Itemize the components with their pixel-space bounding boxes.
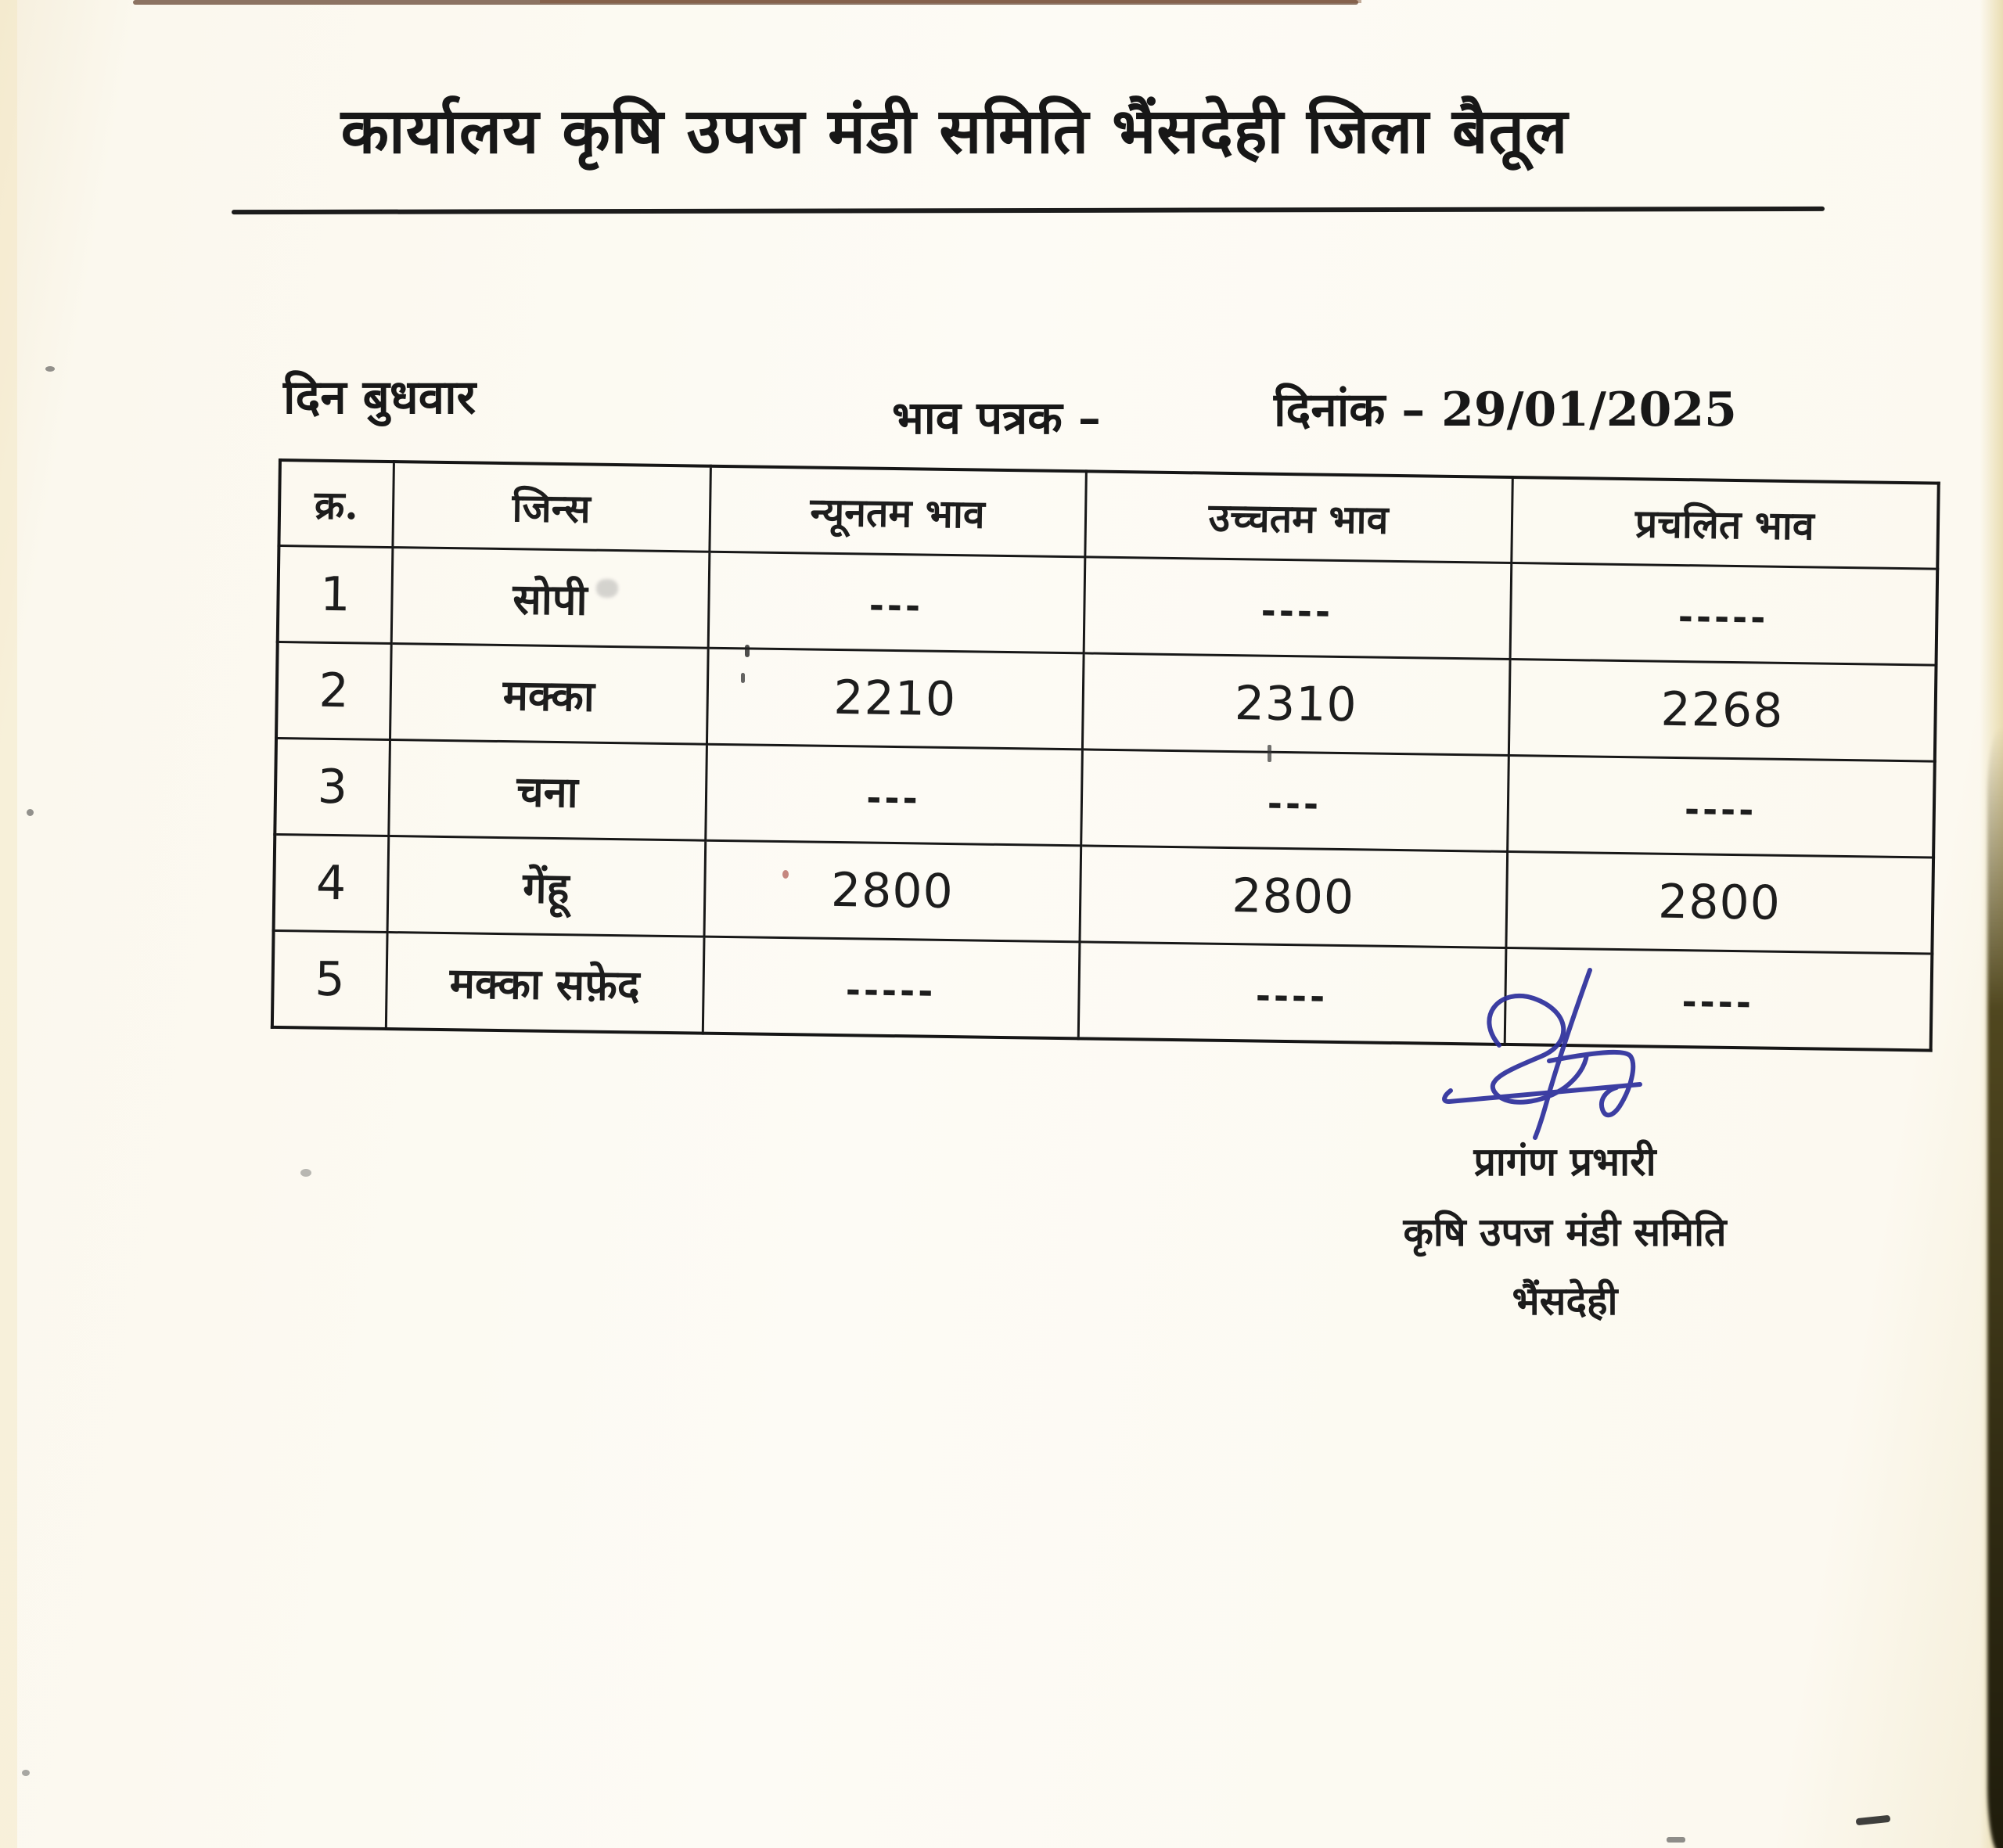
scan-artifact-top-edge	[540, 0, 1361, 3]
cell-sno: 4	[273, 834, 389, 933]
signatory-organization: कृषि उपज मंडी समिति	[1403, 1209, 1727, 1255]
cell-commodity: मक्का	[389, 643, 708, 745]
date-label: दिनांक – 29/01/2025	[1274, 383, 1737, 437]
signature-block: प्रागंण प्रभारी कृषि उपज मंडी समिति भैंस…	[1299, 967, 1831, 1321]
cell-commodity: मक्का सफ़ेद	[385, 932, 704, 1034]
scan-speck	[300, 1169, 311, 1177]
cell-prevailing: 2268	[1508, 659, 1936, 762]
cell-max: 2800	[1079, 845, 1508, 948]
cell-prevailing: -----	[1678, 595, 1769, 639]
cell-max: 2310	[1081, 653, 1510, 756]
cell-max: ---	[1267, 782, 1322, 825]
scan-artifact-left-tint	[0, 0, 17, 1848]
signatory-location: भैंसदेही	[1512, 1278, 1618, 1324]
scan-artifact-right-fringe	[1980, 0, 2003, 1848]
scan-speck	[22, 1770, 30, 1776]
cell-sno: 5	[272, 930, 387, 1029]
scan-artifact-top-edge	[133, 0, 1358, 5]
cell-sno: 1	[277, 545, 393, 644]
cell-min: ---	[866, 776, 922, 820]
cell-sno: 2	[276, 642, 391, 740]
cell-max: ----	[1260, 589, 1334, 633]
scan-artifact-right-band	[1987, 728, 2003, 1848]
title-underline	[231, 206, 1825, 215]
header-commodity: जिन्स	[392, 462, 710, 552]
cell-prevailing: 2800	[1505, 851, 1934, 955]
scan-pen-mark	[1855, 1814, 1891, 1826]
header-sno: क्र.	[279, 460, 394, 548]
cell-min: 2800	[703, 840, 1081, 942]
cell-min: -----	[845, 969, 937, 1012]
price-table: क्र. जिन्स न्यूनतम भाव उच्चतम भाव प्रचलि…	[270, 458, 1940, 1052]
page-title: कार्यालय कृषि उपज मंडी समिति भैंसदेही जि…	[340, 94, 1569, 167]
cell-sno: 3	[275, 738, 390, 836]
cell-commodity: चना	[388, 739, 707, 841]
signatory-designation: प्रागंण प्रभारी	[1473, 1138, 1656, 1185]
sheet-label: भाव पत्रक –	[892, 391, 1101, 444]
cell-prevailing: ----	[1684, 788, 1757, 832]
cell-commodity: गेंहू	[387, 836, 706, 937]
scan-pen-mark	[1667, 1837, 1685, 1843]
cell-commodity: सोपी	[390, 547, 710, 649]
scan-speck	[27, 809, 34, 816]
header-min-price: न्यूनतम भाव	[709, 466, 1086, 557]
header-prevailing: प्रचलित भाव	[1511, 477, 1939, 570]
cell-min: ---	[868, 584, 924, 627]
cell-min: 2210	[706, 648, 1084, 750]
scan-speck	[45, 366, 55, 372]
day-label: दिन बुधवार	[283, 370, 476, 425]
handwritten-signature-icon	[1442, 968, 1642, 1140]
header-max-price: उच्चतम भाव	[1084, 471, 1512, 563]
